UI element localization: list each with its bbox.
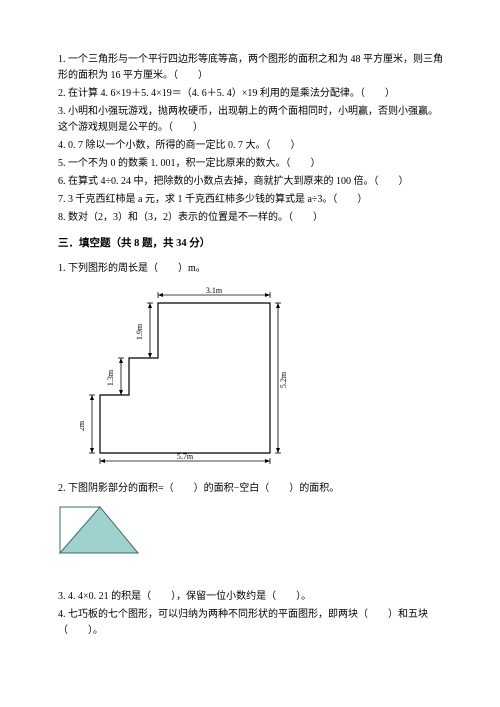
label-bottom: 5.7m: [177, 452, 194, 461]
fill-q3: 3. 4. 4×0. 21 的积是（ ），保留一位小数约是（ ）。: [58, 589, 445, 605]
judge-q8: 8. 数对（2，3）和（3，2）表示的位置是不一样的。（ ）: [58, 210, 445, 226]
label-left-bottom: 2m: [80, 420, 86, 431]
judge-q4: 4. 0. 7 除以一个小数，所得的商一定比 0. 7 大。（ ）: [58, 138, 445, 154]
label-top: 3.1m: [206, 286, 223, 295]
shadow-figure: [58, 505, 445, 563]
fill-q2: 2. 下图阴影部分的面积=（ ）的面积−空白（ ）的面积。: [58, 481, 445, 497]
staircase-figure: 3.1m 5.2m 5.7m 2m: [80, 283, 445, 473]
section-3-title: 三．填空题（共 8 题，共 34 分）: [58, 236, 445, 253]
judge-q1: 1. 一个三角形与一个平行四边形等底等高，两个图形的面积之和为 48 平方厘米，…: [58, 52, 445, 84]
judge-q6: 6. 在算式 4÷0. 24 中，把除数的小数点去掉，商就扩大到原来的 100 …: [58, 174, 445, 190]
judge-q7: 7. 3 千克西红柿是 a 元，求 1 千克西红柿多少钱的算式是 a÷3。（ ）: [58, 192, 445, 208]
fill-q1: 1. 下列图形的周长是（ ）m。: [58, 261, 445, 277]
fill-q4: 4. 七巧板的七个图形，可以归纳为两种不同形状的平面图形，即两块（ ）和五块（ …: [58, 607, 445, 639]
label-right: 5.2m: [279, 371, 288, 388]
judge-q5: 5. 一个不为 0 的数乘 1. 001，积一定比原来的数大。（ ）: [58, 156, 445, 172]
label-left-top: 1.9m: [135, 323, 144, 340]
judge-q3: 3. 小明和小强玩游戏，抛两枚硬币，出现朝上的两个面相同时，小明赢，否则小强赢。…: [58, 104, 445, 136]
page: 1. 一个三角形与一个平行四边形等底等高，两个图形的面积之和为 48 平方厘米，…: [0, 0, 500, 671]
judge-q2: 2. 在计算 4. 6×19＋5. 4×19＝（4. 6＋5. 4）×19 利用…: [58, 86, 445, 102]
label-left-mid: 1.3m: [106, 369, 115, 386]
